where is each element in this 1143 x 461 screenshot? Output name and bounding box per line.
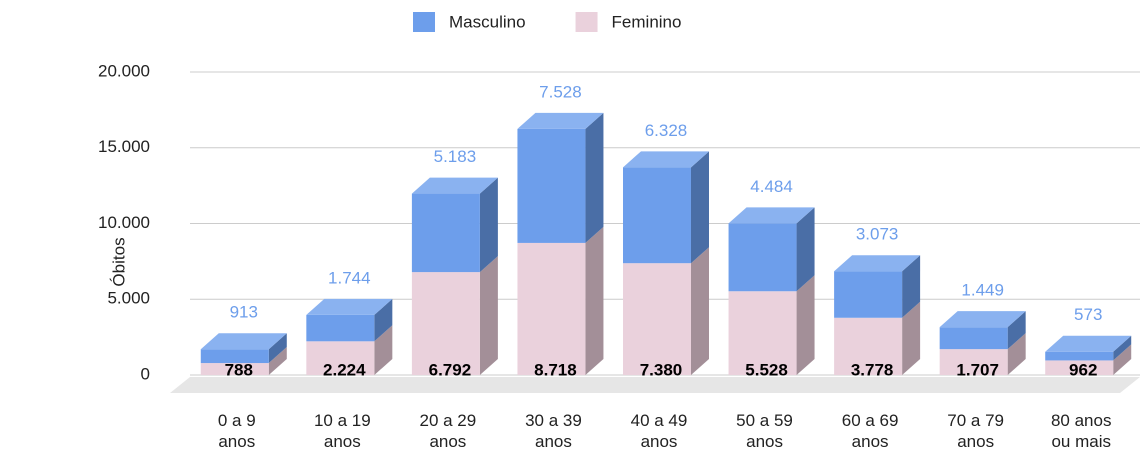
data-label: 6.792: [429, 360, 472, 379]
bar-side: [796, 207, 815, 292]
bar-top: [834, 255, 921, 272]
bar-side: [691, 247, 709, 375]
bar-side: [585, 226, 604, 375]
data-label: 6.328: [645, 121, 688, 140]
bar-side: [479, 177, 498, 273]
bar-top: [939, 311, 1026, 328]
data-label: 7.380: [640, 360, 683, 379]
bar-side: [268, 347, 287, 375]
bar-top: [1045, 335, 1132, 352]
x-tick-label: 70 a 79 anos: [947, 411, 1005, 451]
bar-side: [585, 112, 604, 243]
bar: [939, 349, 1008, 375]
data-label: 8.718: [534, 360, 577, 379]
bar-side: [902, 255, 921, 318]
bar: [1045, 351, 1114, 361]
bar-top: [728, 207, 815, 224]
bar-side: [268, 333, 287, 364]
bar: [728, 291, 797, 375]
bar-top: [306, 298, 393, 315]
bar-side: [1113, 335, 1132, 361]
y-tick-label: 0: [141, 364, 150, 383]
x-tick-label: 0 a 9 anos: [217, 411, 256, 451]
legend-swatch: [413, 12, 435, 32]
bar: [728, 223, 797, 292]
data-label: 1.449: [961, 281, 1004, 300]
x-tick-label: 60 a 69 anos: [841, 411, 899, 451]
bar: [411, 272, 480, 375]
x-tick-label: 30 a 39 anos: [525, 411, 582, 451]
bar: [306, 314, 375, 342]
x-tick-label: 10 a 19 anos: [313, 411, 371, 451]
bar: [517, 128, 586, 243]
bar: [834, 271, 903, 318]
data-label: 2.224: [323, 360, 366, 379]
data-label: 5.528: [745, 360, 788, 379]
data-label: 3.778: [851, 360, 894, 379]
data-label: 7.528: [539, 82, 582, 101]
bar: [623, 167, 691, 264]
bar-side: [479, 256, 498, 375]
x-tick-label: 20 a 29 anos: [419, 411, 477, 451]
data-label: 1.707: [956, 360, 999, 379]
data-label: 3.073: [856, 225, 899, 244]
bar: [939, 327, 1008, 350]
data-label: 4.484: [750, 177, 793, 196]
data-label: 913: [230, 303, 258, 322]
bar: [200, 363, 269, 375]
x-tick-label: 50 a 59 anos: [736, 411, 793, 451]
bar-top: [623, 151, 709, 168]
bar: [834, 317, 903, 375]
y-tick-label: 5.000: [107, 289, 150, 308]
y-axis-title: Óbitos: [109, 237, 128, 286]
bar-side: [374, 325, 393, 375]
bar-side: [1113, 344, 1132, 375]
bar: [623, 263, 691, 375]
x-tick-label: 80 anos ou mais: [1050, 411, 1112, 451]
bar-side: [902, 301, 921, 375]
bar-top: [411, 177, 498, 194]
bar-side: [374, 298, 393, 342]
bar-side: [691, 151, 709, 264]
data-label: 962: [1069, 360, 1097, 379]
bar-side: [796, 275, 815, 375]
bar: [517, 242, 586, 375]
bar: [306, 341, 375, 375]
data-label: 573: [1074, 305, 1102, 324]
legend-label: Feminino: [612, 12, 682, 31]
data-label: 5.183: [434, 147, 477, 166]
bar: [411, 193, 480, 273]
data-label: 788: [225, 360, 253, 379]
bar-top: [517, 112, 604, 129]
legend-label: Masculino: [449, 12, 526, 31]
bar-top: [200, 333, 287, 350]
bar: [1045, 360, 1114, 375]
y-tick-label: 20.000: [98, 61, 150, 80]
x-tick-label: 40 a 49 anos: [630, 411, 688, 451]
floor: [170, 377, 1140, 393]
bar-side: [1007, 333, 1026, 375]
bar: [200, 349, 269, 364]
bar-side: [1007, 311, 1026, 350]
legend-swatch: [575, 12, 598, 32]
y-tick-label: 10.000: [98, 213, 150, 232]
data-label: 1.744: [328, 268, 371, 287]
y-tick-label: 15.000: [98, 137, 150, 156]
